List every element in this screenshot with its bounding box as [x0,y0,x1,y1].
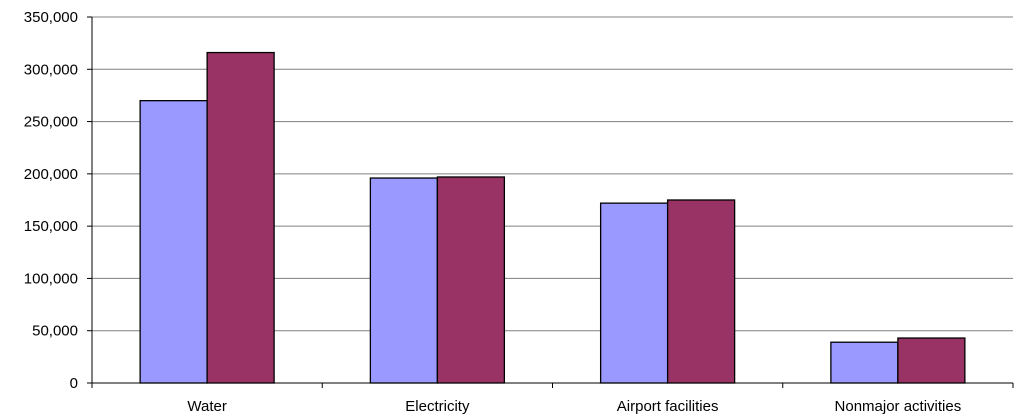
bar [437,177,504,383]
y-tick-label: 200,000 [24,166,78,183]
bars [140,53,965,383]
bar [668,200,735,383]
bar [831,342,898,383]
bar [601,203,668,383]
y-tick-label: 0 [70,375,78,392]
y-axis-tick-labels: 0 50,000 100,000 150,000 200,000 250,000 300,0… [24,9,78,392]
x-category-label: Nonmajor activities [835,398,962,415]
x-category-label: Electricity [405,398,470,415]
bar [898,338,965,383]
bar [140,101,207,383]
y-tick-label: 100,000 [24,270,78,287]
y-tick-label: 250,000 [24,114,78,131]
x-axis-category-labels: Water Electricity Airport facilities Nonmaj… [187,398,961,415]
y-tick-label: 350,000 [24,9,78,26]
bar [370,178,437,383]
y-tick-label: 300,000 [24,61,78,78]
bar [207,53,274,383]
x-category-label: Airport facilities [617,398,719,415]
y-tick-label: 150,000 [24,218,78,235]
x-category-label: Water [187,398,226,415]
y-tick-label: 50,000 [32,323,78,340]
